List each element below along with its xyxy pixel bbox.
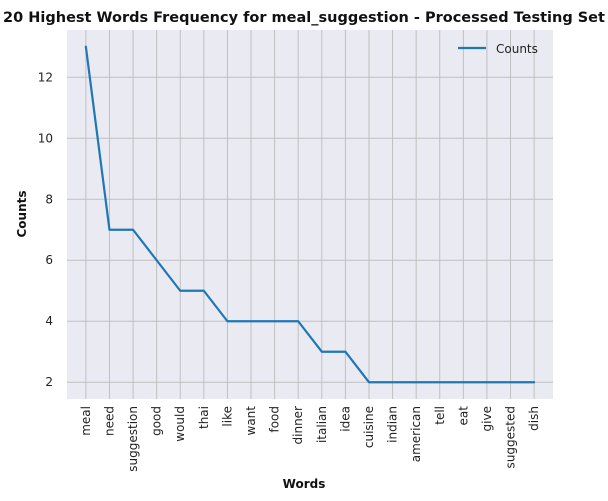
x-axis-label: Words: [283, 477, 326, 491]
grid-lines: [67, 30, 553, 399]
data-point: [179, 289, 182, 292]
y-tick-label: 4: [45, 314, 53, 328]
x-tick-label: italian: [315, 406, 329, 443]
data-point: [533, 381, 535, 384]
x-tick-label: american: [409, 406, 423, 462]
x-tick-label: cuisine: [362, 406, 376, 448]
data-point: [415, 381, 417, 384]
plot-area: [67, 30, 553, 399]
data-point: [297, 320, 300, 323]
y-tick-label: 2: [45, 375, 53, 389]
x-tick-label: meal: [79, 406, 93, 436]
data-point: [203, 289, 205, 292]
y-tick-label: 10: [38, 131, 53, 145]
legend-label: Counts: [496, 42, 538, 56]
x-tick-label: good: [150, 406, 164, 436]
x-tick-label: food: [268, 406, 282, 433]
data-point: [320, 350, 323, 353]
x-tick-label: idea: [338, 406, 352, 432]
legend: Counts: [458, 42, 538, 56]
x-tick-label: want: [244, 406, 258, 436]
data-point: [486, 381, 488, 384]
x-tick-label: tell: [433, 406, 447, 425]
series-layer: [84, 45, 536, 384]
x-tick-label: like: [220, 406, 234, 427]
data-point: [250, 320, 252, 323]
x-tick-label: suggestion: [126, 406, 140, 472]
data-point: [391, 381, 394, 384]
y-tick-label: 12: [38, 70, 53, 84]
data-point: [273, 320, 276, 323]
x-tick-label: need: [102, 406, 116, 436]
x-tick-label: dinner: [291, 406, 305, 445]
y-axis-ticks: 2 4 6 8 10 12: [38, 70, 53, 389]
data-point: [226, 320, 229, 323]
chart-title: 20 Highest Words Frequency for meal_sugg…: [3, 10, 605, 26]
series-line-counts: [84, 45, 536, 384]
data-point: [155, 259, 158, 262]
x-tick-label: thai: [197, 406, 211, 429]
x-axis-ticks: meal need suggestion good would thai like want f…: [79, 406, 541, 472]
data-point: [344, 350, 347, 353]
data-point: [509, 381, 512, 384]
x-tick-label: give: [480, 406, 494, 431]
x-tick-label: eat: [456, 406, 470, 426]
y-tick-label: 6: [45, 253, 53, 267]
x-tick-label: indian: [386, 406, 400, 443]
data-point: [108, 228, 111, 231]
data-point: [438, 381, 441, 384]
data-point: [85, 45, 87, 48]
data-point: [132, 228, 134, 231]
x-tick-label: would: [173, 406, 187, 442]
data-point: [368, 381, 370, 384]
x-tick-label: suggested: [504, 406, 518, 468]
data-point: [462, 381, 465, 384]
y-tick-label: 8: [45, 192, 53, 206]
x-tick-label: dish: [527, 406, 541, 431]
y-axis-label: Counts: [15, 190, 29, 237]
